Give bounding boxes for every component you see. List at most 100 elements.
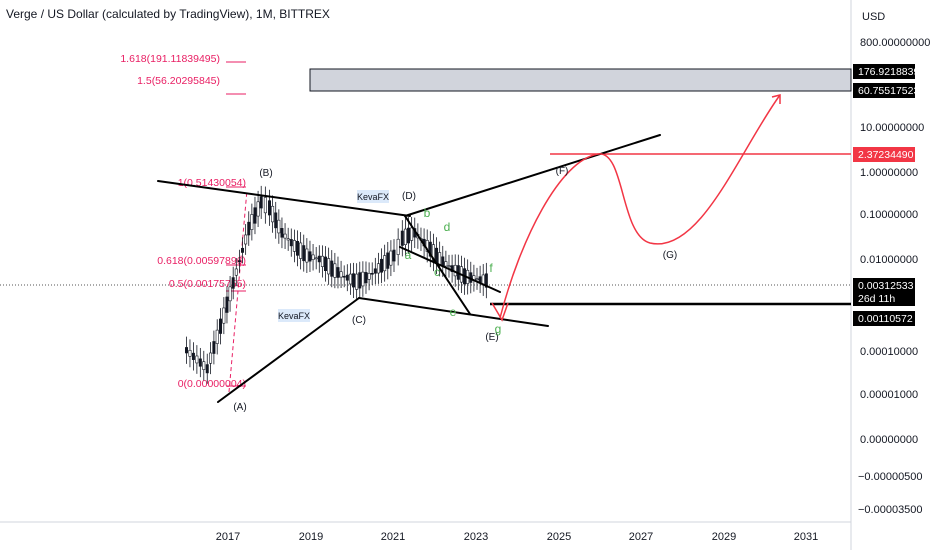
wave-label-f: (F) [556, 166, 569, 177]
candle-body [376, 263, 380, 274]
candle-body [392, 249, 396, 262]
watermark-top-bg [357, 190, 389, 203]
wave-label-d: (D) [402, 191, 416, 202]
fib-label-0: 0(0.00000004) [178, 378, 246, 390]
candle-body [339, 271, 343, 278]
trendline-upper[interactable] [157, 180, 411, 217]
candle-body [352, 273, 356, 288]
fib-label-15: 1.5(56.20295845) [137, 75, 220, 87]
candle-body [271, 205, 275, 223]
candle-body [212, 341, 216, 354]
ytick-label: 1.00000000 [860, 167, 918, 179]
wave-label-g: (G) [663, 250, 677, 261]
xtick-label: 2023 [464, 531, 488, 543]
candle-body [305, 248, 309, 263]
candle-body [380, 258, 384, 273]
candle-body [292, 240, 296, 252]
trendline-lower-left[interactable] [217, 297, 360, 403]
candle-body [447, 265, 451, 268]
ytick-label: 800.00000000 [860, 37, 930, 49]
candle-body [241, 247, 245, 253]
candle-body [195, 355, 199, 364]
candle-body [228, 286, 232, 302]
candle-body [205, 364, 209, 374]
candle-body [428, 241, 432, 257]
candle-body [333, 263, 337, 278]
badge-red-target [853, 147, 915, 162]
candle-body [441, 256, 445, 267]
xtick-label: 2019 [299, 531, 323, 543]
badge-red-target-text: 2.37234490 [858, 149, 914, 161]
ytick-label: 0.10000000 [860, 209, 918, 221]
trendline-wedge-a[interactable] [404, 215, 471, 315]
drop-arrow [491, 302, 509, 322]
xtick-label: 2031 [794, 531, 818, 543]
candle-body [191, 352, 195, 360]
badge-lower-target-text: 60.75517523 [858, 85, 919, 97]
candle-body [259, 196, 263, 209]
candle-body [277, 219, 281, 234]
target-zone-box[interactable] [309, 68, 852, 92]
subwave-label-c: c [434, 265, 440, 279]
wave-label-a: (A) [233, 402, 246, 413]
candle-body [188, 349, 192, 357]
ytick-label: 0.00010000 [860, 346, 918, 358]
candle-body [355, 273, 359, 290]
ytick-label: 0.00000000 [860, 434, 918, 446]
wave-label-e: (E) [485, 332, 498, 343]
candle-body [250, 214, 254, 230]
candle-body [396, 238, 400, 255]
candle-body [484, 273, 488, 288]
trendline-rising[interactable] [404, 134, 661, 217]
subwave-label-d: d [444, 220, 451, 234]
candle-body [361, 271, 365, 287]
ytick-label: 10.00000000 [860, 122, 924, 134]
candle-body [237, 260, 241, 263]
badge-lower-target [853, 83, 915, 98]
projection-path[interactable] [499, 94, 781, 319]
candle-body [302, 245, 306, 262]
trendline-wedge-b[interactable] [399, 246, 501, 293]
candle-body [198, 358, 202, 367]
chart-title: Verge / US Dollar (calculated by Trading… [6, 7, 330, 21]
subwave-label-a: a [405, 248, 412, 262]
candle-body [336, 267, 340, 278]
candle-body [370, 272, 374, 275]
candle-body [219, 318, 223, 334]
candle-body [308, 251, 312, 262]
subwave-label-f: f [489, 261, 493, 275]
candle-body [225, 296, 229, 313]
candle-body [215, 329, 219, 344]
candle-body [296, 240, 300, 256]
candle-body [403, 228, 407, 246]
candle-body [450, 265, 454, 273]
candle-body [330, 260, 334, 277]
projection-arrowhead [771, 94, 781, 104]
candle-body [320, 255, 324, 267]
candle-body [444, 261, 448, 267]
candle-body [185, 347, 189, 354]
candle-body [386, 252, 390, 269]
candle-body [247, 221, 251, 236]
trendline-lower[interactable] [358, 297, 549, 327]
ytick-label: −0.00003500 [858, 504, 923, 516]
badge-support [853, 311, 915, 326]
candle-body [244, 234, 248, 245]
candle-body [342, 275, 346, 278]
badge-current-price [853, 278, 915, 306]
candle-body [267, 200, 271, 216]
badge-upper-target [853, 64, 915, 79]
candle-body [234, 268, 238, 276]
xtick-label: 2027 [629, 531, 653, 543]
fib-label-1: 1(0.51430054) [178, 177, 246, 189]
xtick-label: 2029 [712, 531, 736, 543]
candle-body [231, 277, 235, 289]
candle-body [209, 352, 213, 364]
ytick-label: 0.00001000 [860, 389, 918, 401]
wave-label-b: (B) [259, 168, 272, 179]
subwave-label-g: g [495, 322, 502, 336]
badge-countdown-text: 26d 11h [858, 293, 895, 305]
candle-body [314, 257, 318, 260]
xtick-label: 2017 [216, 531, 240, 543]
